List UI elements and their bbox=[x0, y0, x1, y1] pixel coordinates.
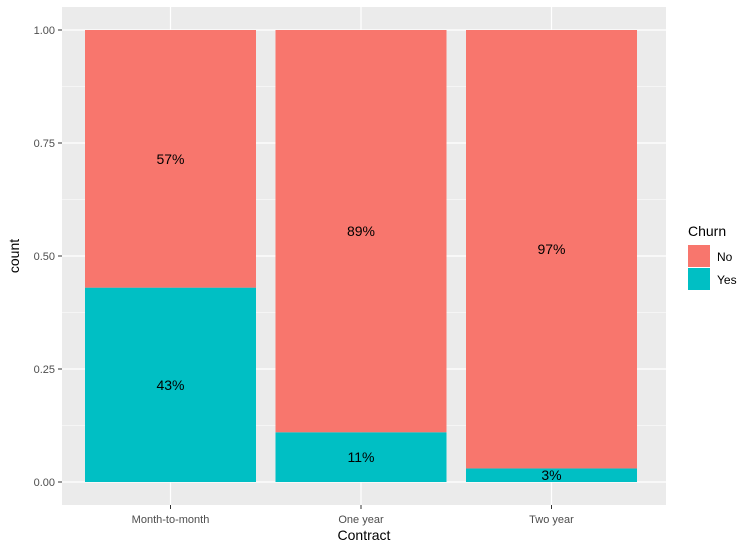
y-axis: 0.00 0.25 0.50 0.75 1.00 bbox=[34, 25, 62, 489]
x-tick-label: Two year bbox=[529, 514, 574, 526]
bar-label-no: 89% bbox=[347, 223, 375, 239]
bar-label-yes: 11% bbox=[348, 449, 375, 465]
legend-label-yes: Yes bbox=[717, 273, 737, 287]
y-tick-label: 0.75 bbox=[34, 138, 55, 150]
bar-labels: 57% 43% 89% 11% 97% 3% bbox=[156, 151, 565, 483]
bar-no bbox=[85, 30, 256, 288]
bar-no bbox=[466, 30, 637, 469]
x-tick-label: One year bbox=[338, 514, 384, 526]
bars bbox=[85, 30, 637, 482]
legend: Churn No Yes bbox=[688, 223, 737, 290]
x-axis-title: Contract bbox=[338, 527, 391, 543]
bar-label-yes: 3% bbox=[541, 467, 561, 483]
legend-swatch-yes bbox=[688, 268, 710, 290]
y-tick-label: 0.50 bbox=[34, 251, 55, 263]
bar-yes bbox=[275, 432, 447, 482]
x-tick-label: Month-to-month bbox=[132, 514, 210, 526]
bar-label-yes: 43% bbox=[156, 377, 184, 393]
legend-swatch-no bbox=[688, 245, 710, 267]
bar-yes bbox=[85, 287, 256, 482]
legend-title: Churn bbox=[688, 223, 726, 239]
bar-no bbox=[275, 30, 447, 433]
bar-yes bbox=[466, 468, 637, 482]
x-axis: Month-to-month One year Two year bbox=[132, 505, 574, 526]
y-tick-label: 0.00 bbox=[34, 477, 55, 489]
y-tick-label: 1.00 bbox=[34, 25, 55, 37]
y-axis-title: count bbox=[6, 239, 22, 273]
legend-label-no: No bbox=[717, 250, 733, 264]
bar-label-no: 97% bbox=[537, 241, 565, 257]
bar-label-no: 57% bbox=[156, 151, 184, 167]
y-tick-label: 0.25 bbox=[34, 364, 55, 376]
